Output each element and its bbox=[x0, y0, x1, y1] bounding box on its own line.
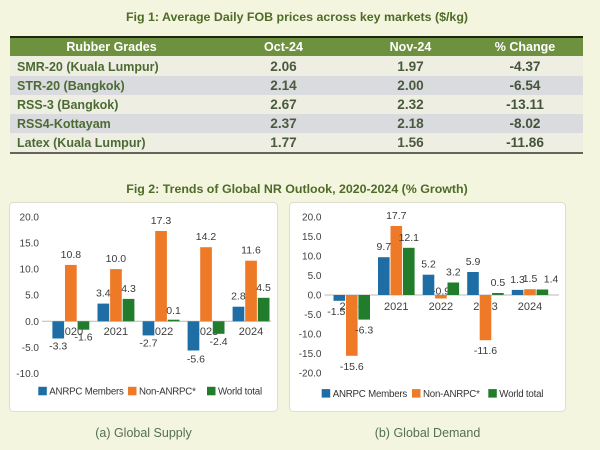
svg-text:4.3: 4.3 bbox=[121, 283, 136, 295]
svg-text:3.4: 3.4 bbox=[96, 288, 111, 300]
svg-text:-1.5: -1.5 bbox=[327, 306, 345, 318]
svg-text:4.5: 4.5 bbox=[256, 282, 271, 294]
svg-text:World total: World total bbox=[499, 389, 543, 400]
svg-text:-3.3: -3.3 bbox=[49, 341, 67, 353]
svg-text:-6.3: -6.3 bbox=[355, 325, 373, 337]
svg-text:1.5: 1.5 bbox=[523, 273, 538, 285]
svg-text:-5.0: -5.0 bbox=[304, 310, 322, 321]
svg-text:2024: 2024 bbox=[239, 326, 263, 338]
svg-text:10.0: 10.0 bbox=[302, 252, 322, 263]
svg-text:2.8: 2.8 bbox=[231, 291, 246, 303]
svg-text:-5.0: -5.0 bbox=[22, 343, 40, 354]
svg-text:10.0: 10.0 bbox=[20, 265, 40, 276]
svg-text:0.1: 0.1 bbox=[166, 305, 181, 317]
svg-text:-0.9: -0.9 bbox=[432, 286, 450, 298]
svg-text:0.5: 0.5 bbox=[491, 277, 506, 289]
svg-text:2022: 2022 bbox=[149, 326, 173, 338]
svg-text:-20.0: -20.0 bbox=[299, 369, 322, 380]
svg-text:-10.0: -10.0 bbox=[299, 330, 322, 341]
svg-text:2023: 2023 bbox=[194, 326, 218, 338]
svg-text:3.2: 3.2 bbox=[446, 267, 461, 279]
svg-text:Non-ANRPC*: Non-ANRPC* bbox=[423, 389, 480, 400]
svg-text:2022: 2022 bbox=[429, 301, 453, 313]
svg-text:9.7: 9.7 bbox=[376, 241, 391, 253]
svg-text:1.4: 1.4 bbox=[544, 274, 559, 286]
svg-text:5.2: 5.2 bbox=[421, 259, 436, 271]
svg-text:5.0: 5.0 bbox=[308, 271, 322, 282]
svg-text:-2.7: -2.7 bbox=[139, 337, 157, 349]
svg-text:0.0: 0.0 bbox=[308, 291, 322, 302]
svg-text:-2.4: -2.4 bbox=[210, 336, 228, 348]
svg-text:-15.0: -15.0 bbox=[299, 349, 322, 360]
svg-text:2021: 2021 bbox=[384, 301, 408, 313]
svg-text:1.3: 1.3 bbox=[510, 274, 525, 286]
svg-text:-11.6: -11.6 bbox=[474, 345, 497, 357]
svg-text:2024: 2024 bbox=[518, 301, 542, 313]
svg-text:20.0: 20.0 bbox=[302, 213, 322, 224]
svg-text:2021: 2021 bbox=[104, 326, 128, 338]
svg-text:11.6: 11.6 bbox=[241, 245, 261, 257]
svg-text:15.0: 15.0 bbox=[302, 232, 322, 243]
svg-text:12.1: 12.1 bbox=[399, 232, 420, 244]
svg-text:10.8: 10.8 bbox=[61, 249, 82, 261]
svg-text:-10.0: -10.0 bbox=[16, 369, 39, 380]
svg-text:-15.6: -15.6 bbox=[340, 361, 364, 373]
svg-text:Non-ANRPC*: Non-ANRPC* bbox=[139, 387, 196, 398]
svg-text:0.0: 0.0 bbox=[25, 317, 39, 328]
svg-text:-1.6: -1.6 bbox=[74, 332, 92, 344]
svg-text:-5.6: -5.6 bbox=[187, 354, 205, 366]
svg-text:World total: World total bbox=[218, 387, 262, 398]
svg-text:ANRPC Members: ANRPC Members bbox=[333, 389, 408, 400]
svg-text:20.0: 20.0 bbox=[20, 212, 40, 223]
svg-text:2020: 2020 bbox=[59, 326, 83, 338]
svg-text:5.0: 5.0 bbox=[25, 291, 39, 302]
svg-text:14.2: 14.2 bbox=[196, 231, 217, 243]
svg-text:17.3: 17.3 bbox=[151, 215, 172, 227]
svg-text:10.0: 10.0 bbox=[106, 253, 127, 265]
svg-text:17.7: 17.7 bbox=[386, 210, 407, 222]
svg-text:15.0: 15.0 bbox=[20, 239, 40, 250]
svg-text:5.9: 5.9 bbox=[466, 256, 481, 268]
svg-text:ANRPC Members: ANRPC Members bbox=[49, 387, 124, 398]
